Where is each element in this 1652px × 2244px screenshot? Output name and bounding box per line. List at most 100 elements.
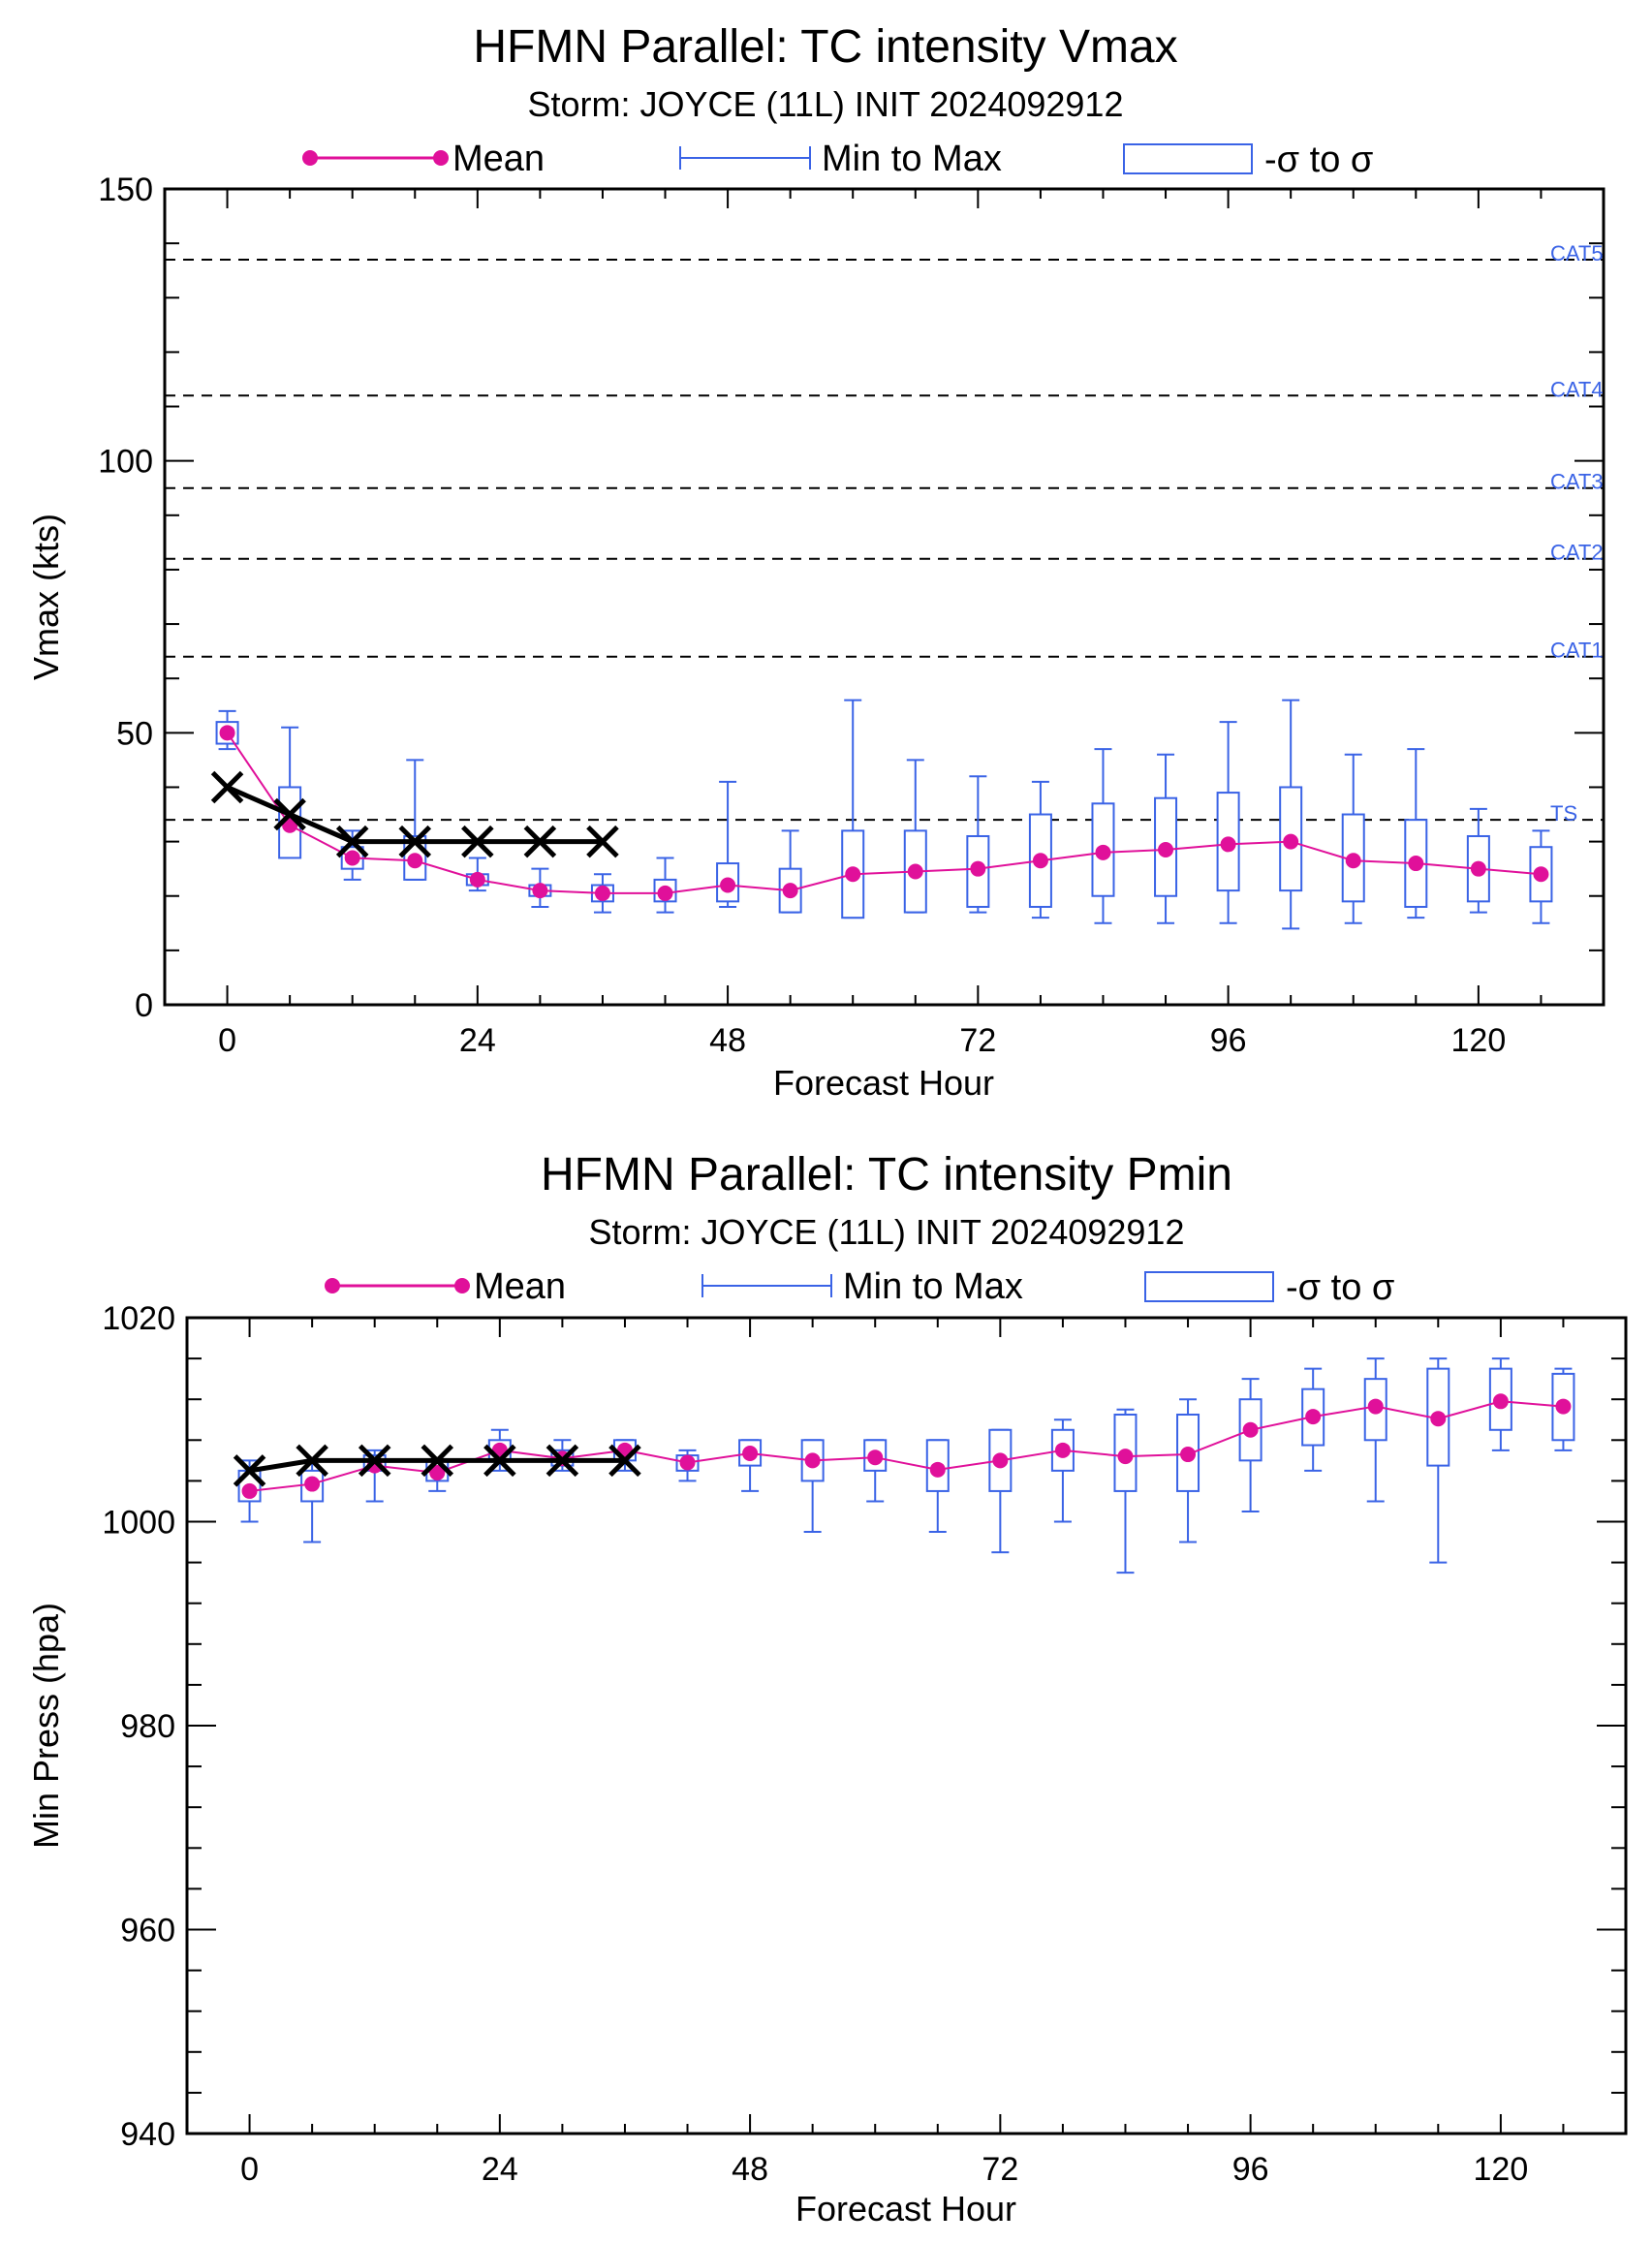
threshold-label: CAT5 (1550, 241, 1604, 265)
x-tick-label: 0 (240, 2151, 259, 2188)
mean-point (594, 885, 610, 901)
legend-range-label: Min to Max (843, 1266, 1023, 1307)
mean-point (1492, 1393, 1509, 1410)
mean-point (1345, 853, 1361, 869)
observed-marker (398, 825, 432, 858)
x-tick-label: 72 (982, 2151, 1018, 2188)
mean-point (1220, 836, 1236, 853)
mean-point (429, 1464, 446, 1480)
x-tick-label: 120 (1474, 2151, 1529, 2188)
mean-point (804, 1452, 821, 1469)
threshold-label: CAT2 (1550, 541, 1604, 565)
x-tick-label: 120 (1451, 1022, 1507, 1059)
observed-marker (233, 1454, 266, 1487)
legend-sigma-swatch (1144, 1271, 1274, 1302)
legend-mean-label: Mean (474, 1266, 566, 1307)
mean-point (1470, 860, 1486, 877)
mean-point (469, 871, 485, 888)
mean-line (226, 732, 1542, 894)
y-tick-label: 940 (120, 2116, 175, 2153)
y-tick-label: 960 (120, 1913, 175, 1949)
x-tick-label: 96 (1210, 1022, 1247, 1059)
legend-range-swatch (701, 1274, 832, 1297)
threshold-label: TS (1550, 801, 1577, 826)
x-tick-label: 72 (959, 1022, 996, 1059)
observed-marker (296, 1444, 328, 1478)
x-tick-label: 24 (482, 2151, 518, 2188)
mean-point (1533, 866, 1549, 883)
mean-point (1367, 1398, 1384, 1415)
observed-marker (545, 1444, 579, 1478)
vmax-chart: HFMN Parallel: TC intensity Vmax Storm: … (26, 21, 1605, 1103)
mean-point (1180, 1447, 1197, 1463)
pmin-chart: HFMN Parallel: TC intensity Pmin Storm: … (26, 1149, 1628, 2228)
mean-point (1283, 833, 1299, 850)
mean-point (845, 866, 861, 883)
observed-marker (210, 770, 244, 804)
plot-frame (185, 1316, 1628, 2135)
x-tick-label: 0 (218, 1022, 236, 1059)
mean-point (407, 853, 423, 869)
mean-point (782, 883, 798, 899)
mean-point (907, 863, 923, 880)
y-tick-label: 150 (98, 171, 153, 208)
legend-mean-swatch (302, 150, 449, 166)
threshold-label: CAT3 (1550, 470, 1604, 494)
observed-marker (421, 1444, 454, 1478)
mean-point (1117, 1449, 1134, 1465)
mean-point (970, 860, 986, 877)
legend-range-label: Min to Max (822, 139, 1002, 179)
legend: Mean Min to Max -σ to σ (325, 1266, 1394, 1308)
plot-frame (163, 187, 1605, 1007)
legend-mean-label: Mean (452, 139, 545, 179)
y-tick-label: 100 (98, 444, 153, 481)
y-tick-label: 0 (135, 987, 153, 1024)
chart-subtitle: Storm: JOYCE (11L) INIT 2024092912 (528, 84, 1124, 124)
legend-sigma-swatch (1123, 143, 1253, 174)
mean-point (1032, 853, 1048, 869)
mean-point (1095, 844, 1111, 860)
y-tick-label: 980 (120, 1708, 175, 1745)
mean-point (742, 1445, 759, 1461)
mean-point (1054, 1442, 1071, 1458)
mean-point (219, 725, 235, 741)
mean-point (1430, 1411, 1447, 1427)
x-tick-label: 96 (1232, 2151, 1269, 2188)
mean-point (1158, 842, 1174, 858)
mean-point (1242, 1421, 1259, 1438)
x-axis-label: Forecast Hour (773, 1063, 994, 1103)
observed-marker (358, 1444, 391, 1478)
mean-point (1305, 1409, 1322, 1425)
x-tick-label: 48 (709, 1022, 746, 1059)
y-tick-label: 50 (116, 715, 153, 752)
legend-mean-swatch (325, 1278, 470, 1293)
threshold-label: CAT4 (1550, 377, 1604, 401)
mean-point (657, 885, 673, 901)
mean-point (679, 1454, 696, 1471)
mean-point (304, 1476, 321, 1492)
observed-marker (273, 797, 306, 831)
observed-marker (608, 1444, 641, 1478)
y-axis-label: Vmax (kts) (26, 514, 66, 680)
observed-marker (483, 1444, 516, 1478)
observed-marker (523, 825, 557, 858)
chart-subtitle: Storm: JOYCE (11L) INIT 2024092912 (589, 1212, 1185, 1252)
x-axis-label: Forecast Hour (795, 2189, 1016, 2228)
chart-title: HFMN Parallel: TC intensity Pmin (541, 1149, 1232, 1200)
y-axis-label: Min Press (hpa) (26, 1603, 66, 1849)
y-tick-label: 1020 (102, 1300, 175, 1337)
observed-marker (461, 825, 494, 858)
mean-point (992, 1452, 1009, 1469)
legend: Mean Min to Max -σ to σ (302, 139, 1373, 180)
legend-sigma-label: -σ to σ (1264, 140, 1373, 180)
legend-sigma-label: -σ to σ (1286, 1267, 1394, 1308)
chart-title: HFMN Parallel: TC intensity Vmax (473, 21, 1177, 73)
mean-point (1555, 1398, 1572, 1415)
mean-point (344, 850, 360, 866)
observed-marker (586, 825, 619, 858)
legend-range-swatch (679, 146, 811, 170)
mean-point (1408, 856, 1424, 872)
threshold-label: CAT1 (1550, 639, 1604, 663)
x-tick-label: 24 (459, 1022, 496, 1059)
